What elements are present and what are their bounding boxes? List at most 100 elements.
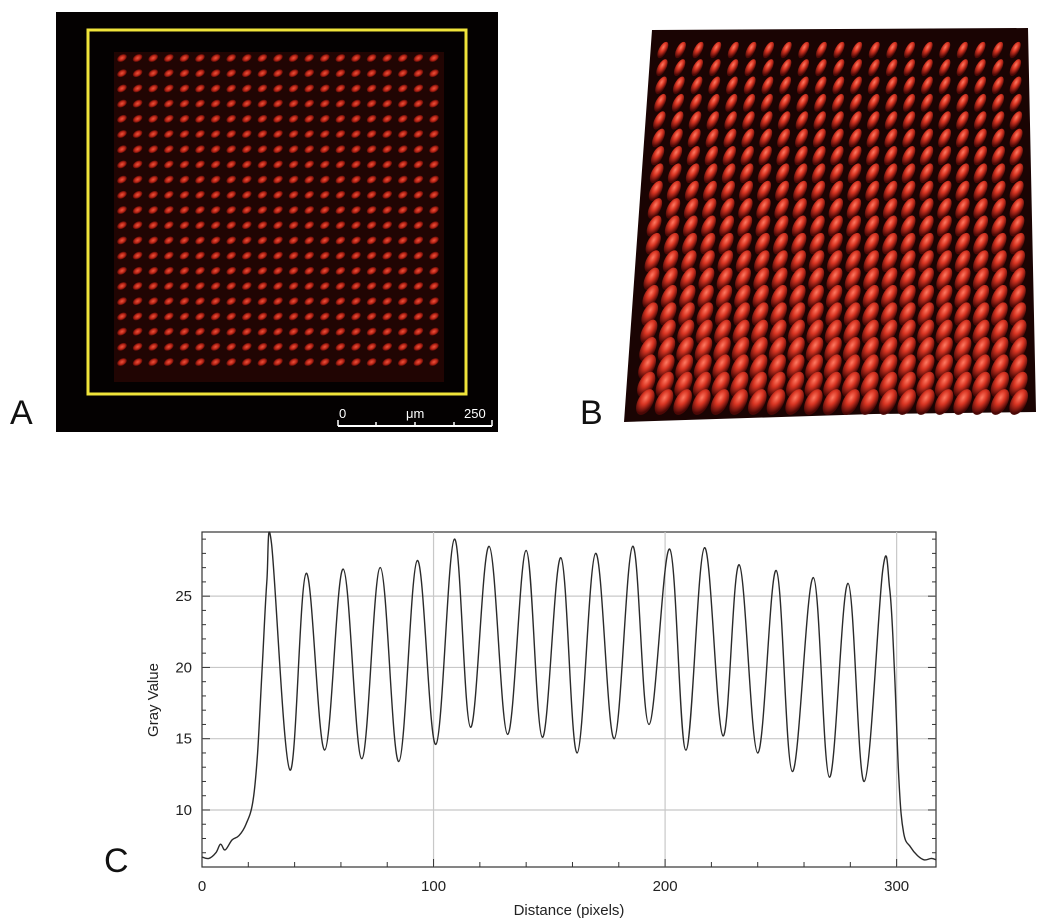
spot <box>117 266 127 275</box>
spot-peaks <box>636 41 1028 415</box>
spot <box>366 54 377 62</box>
spot <box>382 282 393 290</box>
spot-peak <box>973 128 987 148</box>
spot <box>304 327 315 336</box>
spot-peak <box>991 232 1007 255</box>
spot-peak <box>843 302 861 326</box>
spot-peak <box>898 302 916 326</box>
spot-peak <box>644 250 661 273</box>
spot <box>163 84 174 93</box>
spot <box>195 54 205 62</box>
spot-peak <box>973 163 988 184</box>
spot-peak <box>921 76 933 94</box>
spot <box>148 251 159 260</box>
spot <box>288 342 299 351</box>
spot <box>288 282 299 290</box>
spot <box>226 266 237 275</box>
spot <box>366 342 377 351</box>
spot <box>335 99 346 108</box>
spot-peak <box>1009 59 1022 76</box>
spot-peak <box>742 111 755 130</box>
spot <box>257 251 268 260</box>
spot <box>257 54 268 62</box>
spot <box>351 327 361 336</box>
spot-peak <box>865 163 880 184</box>
spot <box>241 266 252 275</box>
spot <box>241 69 252 78</box>
spot-peak <box>664 215 680 237</box>
spot-peak <box>815 41 827 59</box>
spot <box>413 282 424 290</box>
spot-peak <box>751 302 769 326</box>
spot <box>429 54 439 62</box>
spot-peak <box>974 93 987 112</box>
spot-peak <box>880 284 898 308</box>
spot-peak <box>699 250 715 273</box>
spot-peak <box>868 41 880 59</box>
spot <box>148 99 159 108</box>
spot <box>226 130 237 138</box>
spot <box>241 236 252 245</box>
spot <box>429 342 439 351</box>
spot-peak <box>954 284 971 308</box>
spot-peak <box>991 59 1004 76</box>
spot <box>117 99 127 108</box>
spot-peak <box>937 198 952 219</box>
spot <box>117 221 127 230</box>
spot <box>335 358 346 366</box>
spot <box>210 206 221 214</box>
spot-peak <box>830 128 844 148</box>
spot <box>132 190 143 199</box>
spot <box>304 160 315 169</box>
spot <box>195 160 205 169</box>
spot <box>195 221 205 230</box>
spot <box>288 297 299 306</box>
spot-peak <box>741 128 755 148</box>
spot <box>179 236 190 245</box>
spot <box>273 114 283 123</box>
spot-peak <box>918 215 934 237</box>
spot <box>241 99 252 108</box>
spot-peak <box>828 198 844 219</box>
spot-peak <box>902 93 916 112</box>
spot <box>397 297 408 306</box>
spot <box>241 327 252 336</box>
spot-peak <box>756 198 771 219</box>
spot <box>429 145 439 154</box>
spot-peak <box>972 267 989 291</box>
spot-peak <box>792 198 807 219</box>
spot <box>179 130 190 138</box>
spot <box>210 221 221 230</box>
spot <box>241 251 252 260</box>
spot-peak <box>938 93 951 112</box>
spot <box>413 145 424 154</box>
spot-peak <box>703 163 718 184</box>
spot-peak <box>797 59 810 76</box>
spot <box>366 175 377 184</box>
spot-peak <box>761 76 774 94</box>
spot <box>148 282 159 290</box>
spot-peak <box>847 163 862 184</box>
spot-peak <box>692 41 704 59</box>
spot <box>351 84 361 93</box>
spot <box>397 206 408 214</box>
spot <box>241 145 252 154</box>
spot-peak <box>661 267 678 291</box>
spot <box>335 114 346 123</box>
spot-peak <box>794 146 808 166</box>
spot-peak <box>671 93 685 112</box>
spot <box>163 236 174 245</box>
spot <box>241 114 252 123</box>
spot <box>304 54 315 62</box>
spot-peak <box>647 198 663 219</box>
spot-peak <box>654 93 667 112</box>
spot <box>241 160 252 169</box>
spot <box>382 69 393 78</box>
spot <box>257 312 268 321</box>
spot <box>413 221 424 230</box>
spot <box>288 54 299 62</box>
spot-peak <box>863 232 880 255</box>
spot <box>351 160 361 169</box>
scale-bar-unit-label: μm <box>406 406 424 421</box>
spot-peak <box>775 163 790 184</box>
